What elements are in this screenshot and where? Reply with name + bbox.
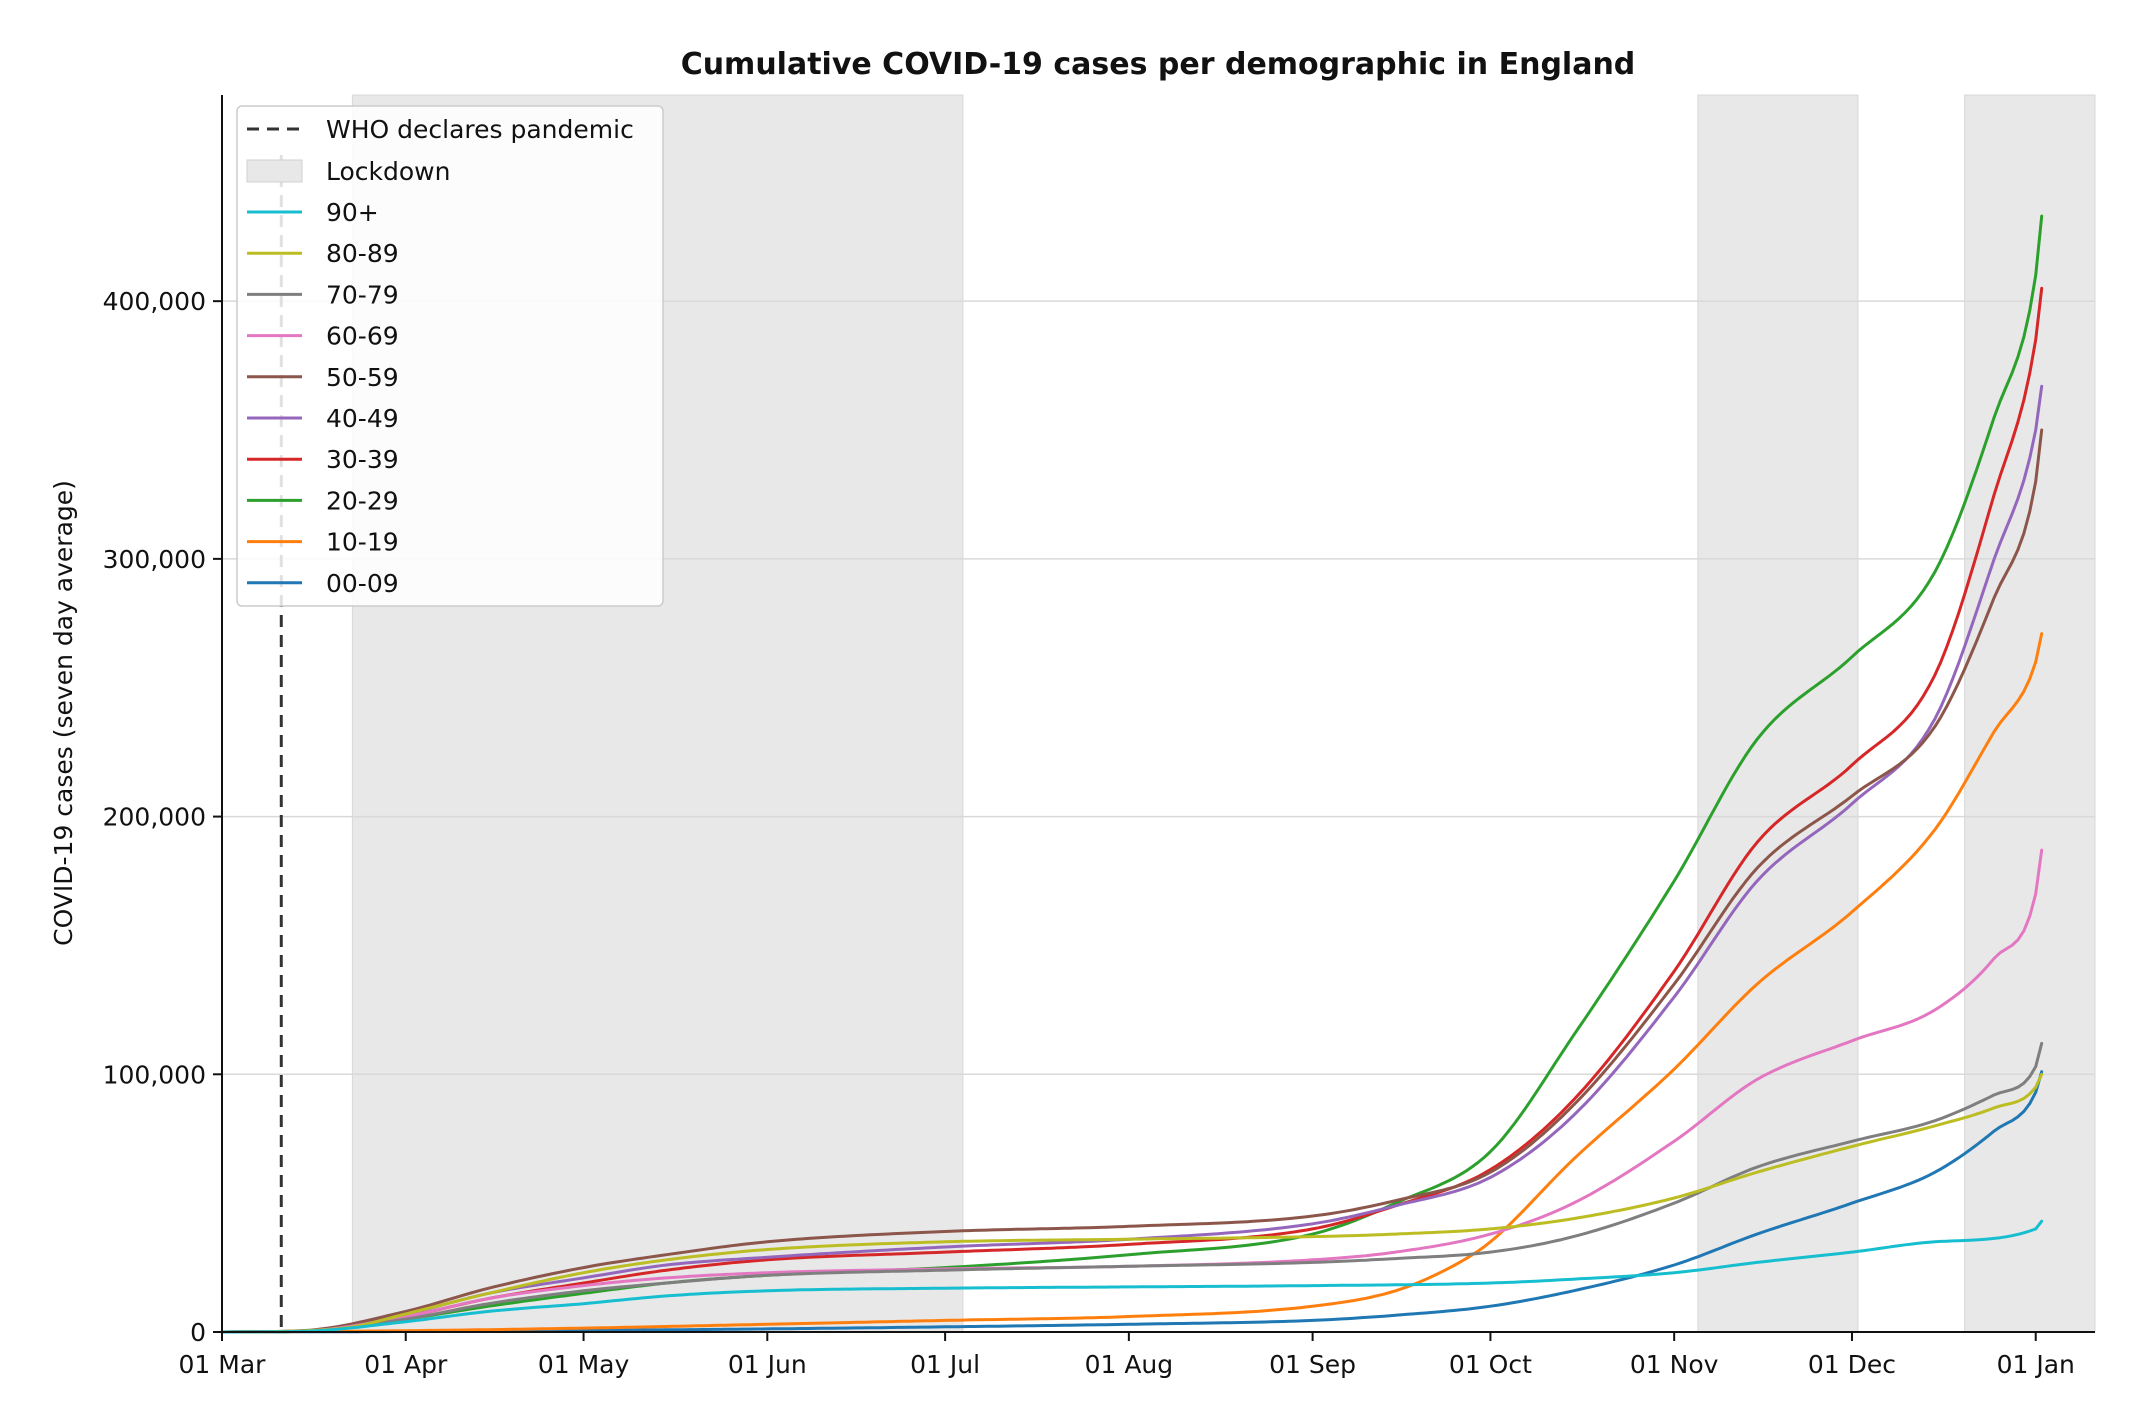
legend-label-20-29: 20-29 xyxy=(326,486,399,515)
lockdown-period-3 xyxy=(1964,94,2096,1333)
x-tick-label: 01 Aug xyxy=(1085,1350,1174,1379)
series-line-70-79 xyxy=(220,1041,2044,1334)
legend-label-90+: 90+ xyxy=(326,198,379,227)
legend-label-50-59: 50-59 xyxy=(326,363,399,392)
y-axis-label: COVID-19 cases (seven day average) xyxy=(49,480,78,946)
chart-title: Cumulative COVID-19 cases per demographi… xyxy=(681,47,1636,82)
x-axis-ticks: 01 Mar 01 Apr 01 May 01 Jun 01 Jul 01 Aug 01 S… xyxy=(179,1332,2075,1379)
y-tick-label: 300,000 xyxy=(103,545,206,574)
series-line-90+ xyxy=(220,1219,2044,1334)
x-tick-label: 01 Dec xyxy=(1808,1350,1896,1379)
y-tick-label: 400,000 xyxy=(103,287,206,316)
series-lines xyxy=(220,214,2044,1334)
y-axis-ticks: 0 100,000 200,000 300,000 400,000 xyxy=(103,287,222,1347)
legend-label-80-89: 80-89 xyxy=(326,239,399,268)
x-tick-label: 01 Oct xyxy=(1449,1350,1532,1379)
series-line-00-09 xyxy=(220,1070,2044,1334)
series-line-10-19 xyxy=(220,632,2044,1334)
legend-lockdown-label: Lockdown xyxy=(326,157,450,186)
legend-label-30-39: 30-39 xyxy=(326,445,399,474)
x-tick-label: 01 May xyxy=(538,1350,630,1379)
x-tick-label: 01 Apr xyxy=(364,1350,448,1379)
legend: WHO declares pandemic Lockdown 90+ 80-89 7… xyxy=(236,105,664,607)
legend-series-entries: 90+ 80-89 70-79 60-69 50-59 40-49 30-39 20-29 10… xyxy=(247,198,399,598)
x-tick-label: 01 Mar xyxy=(179,1350,267,1379)
x-tick-label: 01 Jan xyxy=(1997,1350,2075,1379)
legend-label-40-49: 40-49 xyxy=(326,404,399,433)
legend-frame xyxy=(236,105,664,607)
legend-label-70-79: 70-79 xyxy=(326,280,399,309)
legend-pandemic-label: WHO declares pandemic xyxy=(326,115,634,144)
legend-label-00-09: 00-09 xyxy=(326,569,399,598)
legend-label-60-69: 60-69 xyxy=(326,322,399,351)
legend-label-10-19: 10-19 xyxy=(326,528,399,557)
x-tick-label: 01 Jun xyxy=(728,1350,807,1379)
y-tick-label: 100,000 xyxy=(103,1060,206,1089)
y-tick-label: 200,000 xyxy=(103,803,206,832)
x-tick-label: 01 Sep xyxy=(1269,1350,1356,1379)
series-line-80-89 xyxy=(220,1072,2044,1334)
y-tick-label: 0 xyxy=(190,1318,206,1347)
x-tick-label: 01 Nov xyxy=(1630,1350,1719,1379)
legend-lockdown-swatch xyxy=(246,159,303,183)
x-tick-label: 01 Jul xyxy=(910,1350,980,1379)
series-line-50-59 xyxy=(220,428,2044,1334)
series-line-20-29 xyxy=(220,214,2044,1334)
